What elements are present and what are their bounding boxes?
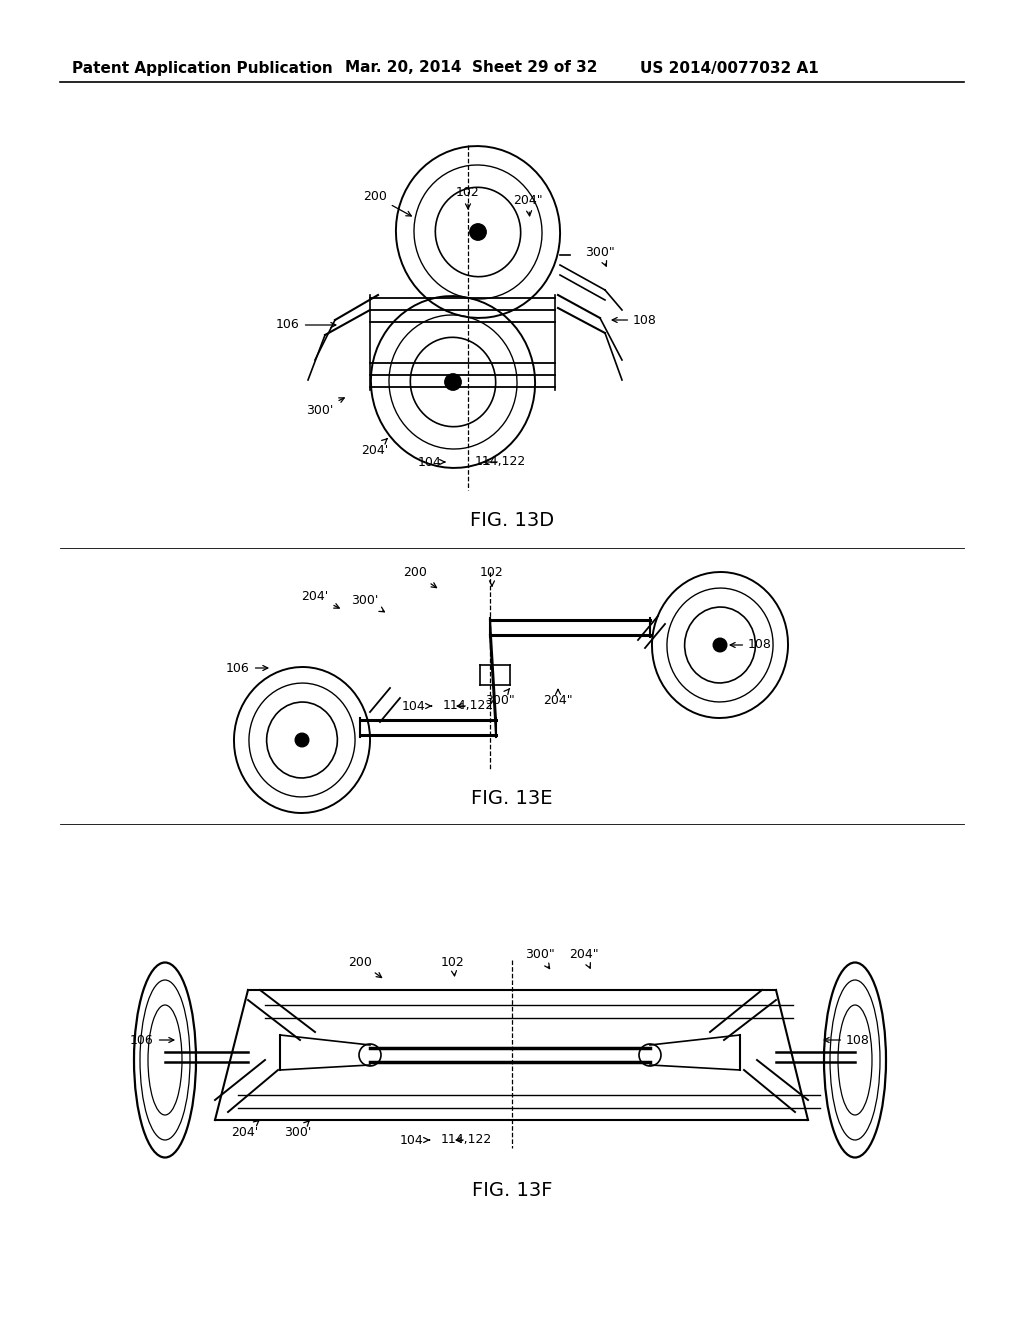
Text: 102: 102 (480, 566, 504, 586)
Circle shape (470, 224, 486, 240)
Text: 204": 204" (569, 949, 599, 969)
Text: 114,122: 114,122 (440, 1134, 492, 1147)
Text: 114,122: 114,122 (442, 700, 494, 713)
Text: 204": 204" (513, 194, 543, 216)
Text: 114,122: 114,122 (474, 455, 525, 469)
Text: 200: 200 (364, 190, 412, 216)
Text: Mar. 20, 2014  Sheet 29 of 32: Mar. 20, 2014 Sheet 29 of 32 (345, 61, 597, 75)
Text: 102: 102 (441, 956, 465, 975)
Text: 300': 300' (285, 1121, 311, 1138)
Text: 300": 300" (525, 949, 555, 969)
Text: 300': 300' (306, 397, 344, 417)
Text: 200: 200 (348, 956, 382, 978)
Text: 108: 108 (612, 314, 657, 326)
Text: 106: 106 (130, 1034, 174, 1047)
Text: 204": 204" (543, 689, 572, 706)
Text: US 2014/0077032 A1: US 2014/0077032 A1 (640, 61, 819, 75)
Text: 104: 104 (402, 700, 431, 713)
Text: 300": 300" (585, 246, 614, 267)
Text: FIG. 13D: FIG. 13D (470, 511, 554, 529)
Text: 102: 102 (456, 186, 480, 209)
Text: 104: 104 (400, 1134, 429, 1147)
Text: 200: 200 (403, 566, 436, 587)
Text: 300": 300" (485, 689, 515, 706)
Text: 204': 204' (231, 1121, 259, 1138)
Circle shape (444, 374, 461, 391)
Circle shape (295, 733, 309, 747)
Text: 108: 108 (730, 639, 772, 652)
Text: 108: 108 (824, 1034, 870, 1047)
Text: 106: 106 (226, 661, 268, 675)
Text: 204': 204' (361, 438, 389, 457)
Text: FIG. 13F: FIG. 13F (472, 1180, 552, 1200)
Text: FIG. 13E: FIG. 13E (471, 788, 553, 808)
Text: Patent Application Publication: Patent Application Publication (72, 61, 333, 75)
Text: 104: 104 (418, 455, 445, 469)
Circle shape (713, 638, 727, 652)
Text: 204': 204' (301, 590, 339, 609)
Text: 300': 300' (351, 594, 384, 612)
Text: 106: 106 (276, 318, 336, 331)
